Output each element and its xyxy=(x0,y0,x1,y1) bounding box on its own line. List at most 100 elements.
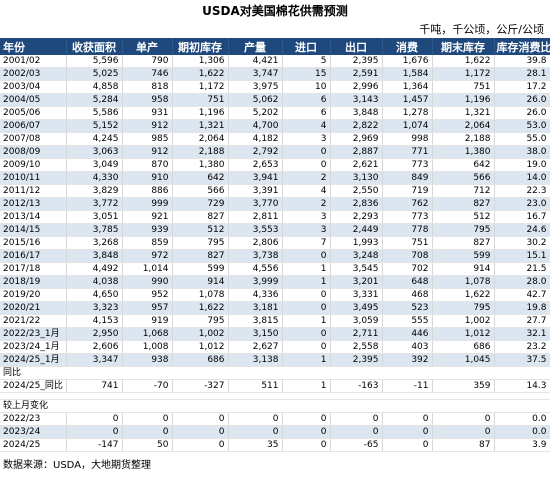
table-cell: 642 xyxy=(172,171,229,185)
table-row: 2021/22 4,153 919 795 3,815 1 3,059 555 1,002 27.… xyxy=(0,314,550,328)
table-cell: 4,858 xyxy=(66,80,123,94)
table-cell: 827 xyxy=(432,197,495,211)
table-cell: 0.0 xyxy=(494,412,550,426)
table-cell: 38.0 xyxy=(494,145,550,159)
table-cell: 3,143 xyxy=(330,93,383,107)
table-cell: 827 xyxy=(172,210,229,224)
table-cell: 1,008 xyxy=(122,340,173,354)
table-cell: 2006/07 xyxy=(0,119,67,133)
table-row: 2010/11 4,330 910 642 3,941 2 3,130 849 566 14.0 xyxy=(0,171,550,185)
table-row: 2004/05 5,284 958 751 5,062 6 3,143 1,457 1,196 2… xyxy=(0,93,550,107)
table-cell: 4 xyxy=(282,119,331,133)
table-cell: 827 xyxy=(432,236,495,250)
table-cell: 4,245 xyxy=(66,132,123,146)
table-cell: 4,336 xyxy=(228,288,283,302)
report-title: USDA对美国棉花供需预测 xyxy=(0,0,550,22)
table-cell: 19.0 xyxy=(494,158,550,172)
table-row: 2015/16 3,268 859 795 2,806 7 1,993 751 827 30.2 xyxy=(0,236,550,250)
table-cell: 1,622 xyxy=(432,55,495,68)
table-cell: 523 xyxy=(382,301,433,315)
table-cell: 2005/06 xyxy=(0,106,67,120)
table-cell: 3,347 xyxy=(66,353,123,367)
table-cell: 468 xyxy=(382,288,433,302)
table-cell: 2,449 xyxy=(330,223,383,237)
table-cell: 1,278 xyxy=(382,106,433,120)
spacer-row xyxy=(0,392,550,400)
table-cell: 2013/14 xyxy=(0,210,67,224)
table-cell: -327 xyxy=(172,379,229,393)
table-cell: 2,811 xyxy=(228,210,283,224)
column-header: 单产 xyxy=(122,38,173,55)
table-cell: 22.3 xyxy=(494,184,550,198)
table-cell: 5,596 xyxy=(66,55,123,68)
table-cell: 2001/02 xyxy=(0,55,67,68)
table-cell: 3,495 xyxy=(330,301,383,315)
table-cell: 751 xyxy=(382,236,433,250)
table-row: 2012/13 3,772 999 729 3,770 2 2,836 762 827 23.0 xyxy=(0,197,550,211)
table-cell: 1,306 xyxy=(172,55,229,68)
table-cell: 5,025 xyxy=(66,67,123,81)
table-cell: 2017/18 xyxy=(0,262,67,276)
table-cell: 30.2 xyxy=(494,236,550,250)
table-cell: 957 xyxy=(122,301,173,315)
table-cell: 511 xyxy=(228,379,283,393)
table-cell: 795 xyxy=(432,223,495,237)
table-cell: 4,421 xyxy=(228,55,283,68)
table-cell: 3,785 xyxy=(66,223,123,237)
table-cell: 0 xyxy=(330,425,383,439)
table-cell: 555 xyxy=(382,314,433,328)
table-cell: 2010/11 xyxy=(0,171,67,185)
table-cell: 2012/13 xyxy=(0,197,67,211)
table-cell: 53.0 xyxy=(494,119,550,133)
table-cell: 1,002 xyxy=(432,314,495,328)
table-row: 2007/08 4,245 985 2,064 4,182 3 2,969 998 2,188 5… xyxy=(0,132,550,146)
table-cell: 2,550 xyxy=(330,184,383,198)
table-cell: 3,747 xyxy=(228,67,283,81)
table-row: 2016/17 3,848 972 827 3,738 0 3,248 708 599 15.1 xyxy=(0,249,550,263)
table-cell: 1,078 xyxy=(432,275,495,289)
table-cell: 10 xyxy=(282,80,331,94)
table-cell: 2009/10 xyxy=(0,158,67,172)
table-row: 2019/20 4,650 952 1,078 4,336 0 3,331 468 1,622 4… xyxy=(0,288,550,302)
table-cell: 0 xyxy=(432,412,495,426)
table-cell: 998 xyxy=(382,132,433,146)
table-cell: 642 xyxy=(432,158,495,172)
table-cell: 2,627 xyxy=(228,340,283,354)
table-cell: 2 xyxy=(282,171,331,185)
table-cell: 939 xyxy=(122,223,173,237)
table-cell: 1,012 xyxy=(432,327,495,341)
section-yoy: 同比 xyxy=(0,366,550,380)
table-cell: 818 xyxy=(122,80,173,94)
table-cell: 0 xyxy=(282,301,331,315)
table-cell: 2003/04 xyxy=(0,80,67,94)
table-cell: 23.2 xyxy=(494,340,550,354)
table-cell: 2024/25 xyxy=(0,438,67,452)
table-cell: 912 xyxy=(122,119,173,133)
table-cell: 0 xyxy=(282,327,331,341)
table-cell: 2,064 xyxy=(432,119,495,133)
table-cell: 2,792 xyxy=(228,145,283,159)
table-cell: 5,586 xyxy=(66,106,123,120)
table-cell: 2 xyxy=(282,197,331,211)
table-cell: 3,323 xyxy=(66,301,123,315)
table-cell: 35 xyxy=(228,438,283,452)
table-cell: 2,395 xyxy=(330,55,383,68)
column-header: 进口 xyxy=(282,38,331,55)
table-cell: 2002/03 xyxy=(0,67,67,81)
table-cell: 0 xyxy=(282,340,331,354)
table-cell: 2,822 xyxy=(330,119,383,133)
table-cell: 0 xyxy=(282,145,331,159)
table-cell: -65 xyxy=(330,438,383,452)
table-cell: 566 xyxy=(432,171,495,185)
table-cell: 0 xyxy=(228,412,283,426)
table-cell: 0 xyxy=(382,425,433,439)
table-cell: 1,196 xyxy=(432,93,495,107)
table-cell: 2,558 xyxy=(330,340,383,354)
table-cell: 686 xyxy=(432,340,495,354)
table-cell: 0 xyxy=(172,425,229,439)
table-cell: 3.9 xyxy=(494,438,550,452)
table-row: 2018/19 4,038 990 914 3,999 1 3,201 648 1,078 28.… xyxy=(0,275,550,289)
table-cell: 702 xyxy=(382,262,433,276)
table-cell: 1,380 xyxy=(432,145,495,159)
table-cell: 512 xyxy=(172,223,229,237)
